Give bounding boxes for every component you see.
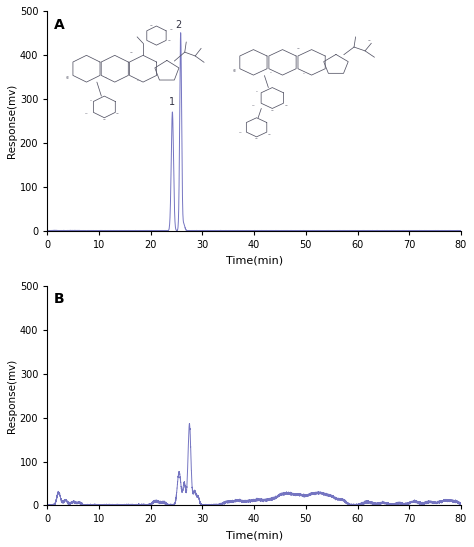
- X-axis label: Time(min): Time(min): [226, 255, 283, 265]
- X-axis label: Time(min): Time(min): [226, 530, 283, 540]
- Text: A: A: [54, 18, 64, 32]
- Text: B: B: [54, 293, 64, 306]
- Y-axis label: Response(mv): Response(mv): [7, 84, 17, 158]
- Text: 2: 2: [175, 20, 182, 30]
- Text: 1: 1: [169, 97, 175, 107]
- Y-axis label: Response(mv): Response(mv): [7, 358, 17, 433]
